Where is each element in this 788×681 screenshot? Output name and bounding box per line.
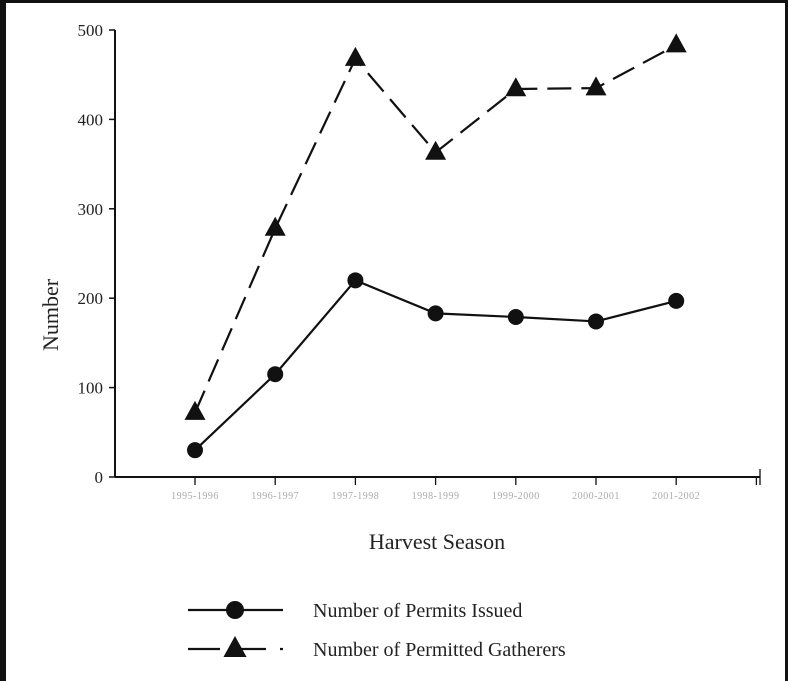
y-tick-label: 100 [78,379,104,398]
triangle-marker [665,33,687,53]
series-layer [184,33,687,459]
y-tick-label: 200 [78,289,104,308]
triangle-marker [264,216,286,236]
legend-marker [226,601,244,619]
triangle-marker [184,400,206,420]
triangle-marker [425,140,447,160]
x-ticks: 1995-1996 1996-1997 1997-1998 1998-1999 1999… [171,469,761,502]
series-number-of-permits-issued [187,272,685,459]
circle-marker [507,308,524,325]
triangle-marker [344,46,366,66]
x-tick-label: 2001-2002 [652,491,700,502]
legend-label: Number of Permits Issued [313,600,522,622]
legend-item-number-of-permitted-gatherers: Number of Permitted Gatherers [188,636,566,661]
circle-marker [187,442,203,459]
series-number-of-permitted-gatherers [184,33,687,420]
x-tick-label: 1995-1996 [171,491,219,502]
legend-marker [223,636,247,657]
circle-marker [668,292,685,309]
legend-item-number-of-permits-issued: Number of Permits Issued [188,600,522,622]
y-ticks: 0 100 200 300 400 500 [78,21,115,487]
x-tick-label: 1996-1997 [251,491,299,502]
triangle-marker [505,77,527,97]
y-tick-label: 500 [78,21,104,40]
legend-label: Number of Permitted Gatherers [313,639,566,661]
x-tick-label: 1998-1999 [412,491,460,502]
circle-marker [267,366,284,383]
legend: Number of Permits Issued Number of Permit… [188,600,566,661]
y-tick-label: 0 [95,468,104,487]
y-axis-title: Number [38,278,63,351]
y-tick-label: 400 [78,110,104,129]
circle-marker [347,272,364,289]
x-tick-label: 1997-1998 [331,491,379,502]
triangle-marker [585,76,607,96]
series-line-number-of-permitted-gatherers [193,44,677,414]
circle-marker [588,313,604,330]
x-tick-label: 1999-2000 [492,491,540,502]
x-tick-label: 2000-2001 [572,491,620,502]
circle-marker [427,305,444,322]
axes [114,30,760,478]
y-tick-label: 300 [78,200,104,219]
x-axis-title: Harvest Season [369,529,505,554]
